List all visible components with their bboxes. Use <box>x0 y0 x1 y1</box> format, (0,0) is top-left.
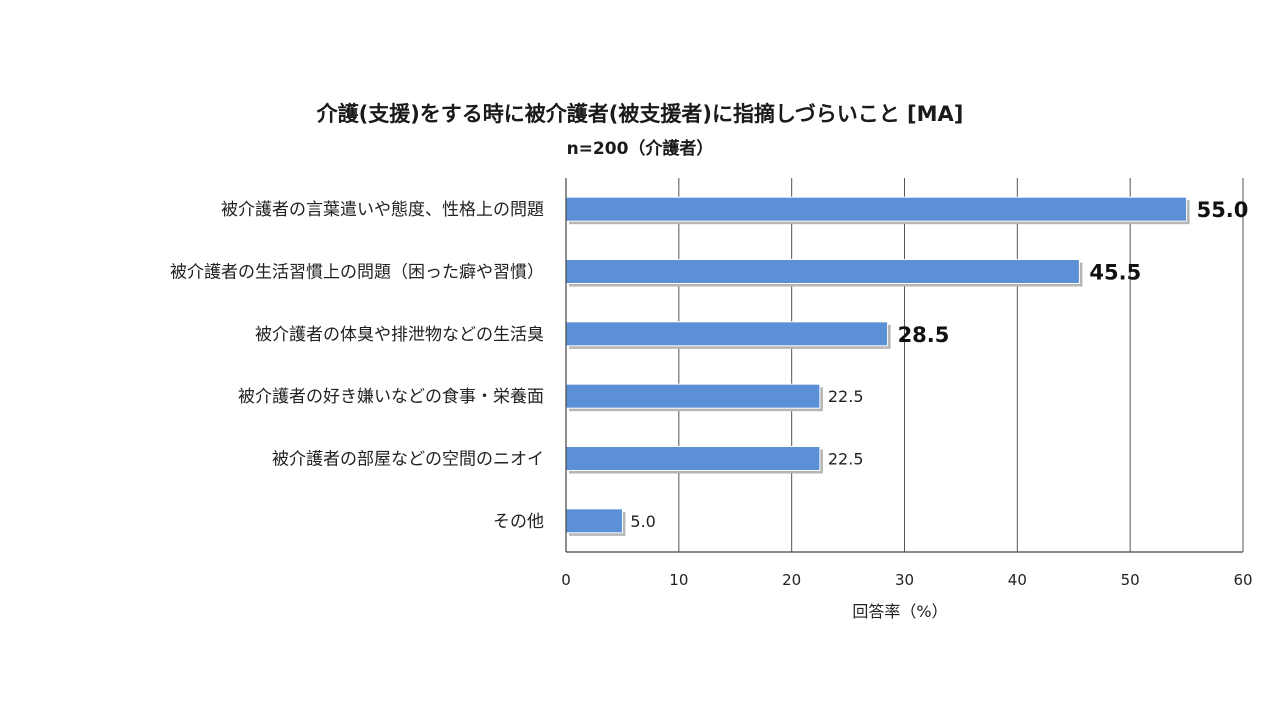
data-label: 22.5 <box>828 387 864 406</box>
bars: 55.0 45.5 28.5 22.5 22.5 5.0 <box>565 196 1249 536</box>
x-tick-label: 10 <box>669 571 688 589</box>
category-label: その他 <box>493 512 544 532</box>
bar <box>565 196 1188 222</box>
category-label: 被介護者の好き嫌いなどの食事・栄養面 <box>238 387 544 407</box>
category-label: 被介護者の生活習慣上の問題（困った癖や習慣） <box>170 263 544 283</box>
bar <box>565 259 1080 284</box>
category-label: 被介護者の体臭や排泄物などの生活臭 <box>255 325 544 345</box>
bar <box>565 508 623 534</box>
x-tick-label: 60 <box>1233 571 1252 589</box>
data-label: 55.0 <box>1197 198 1249 222</box>
data-label: 28.5 <box>898 323 950 347</box>
bar <box>565 446 821 471</box>
x-tick-label: 30 <box>895 571 914 589</box>
x-tick-label: 40 <box>1008 571 1027 589</box>
x-axis-title: 回答率（%） <box>852 602 947 621</box>
axes: 0 10 20 30 40 50 60 被介護者の言葉遣いや態度、性格上の問題被介護者の生活習… <box>170 178 1253 589</box>
x-tick-label: 0 <box>561 571 571 589</box>
chart-subtitle: n=200（介護者） <box>566 139 714 159</box>
bar <box>565 321 889 347</box>
data-label: 5.0 <box>630 512 655 531</box>
x-tick-label: 20 <box>782 571 801 589</box>
grid-lines <box>565 178 1244 552</box>
chart-title: 介護(支援)をする時に被介護者(被支援者)に指摘しづらいこと [MA] <box>316 102 964 126</box>
data-label: 45.5 <box>1089 261 1141 285</box>
category-label: 被介護者の部屋などの空間のニオイ <box>272 450 544 470</box>
x-tick-label: 50 <box>1121 571 1140 589</box>
bar <box>565 383 821 409</box>
category-label: 被介護者の言葉遣いや態度、性格上の問題 <box>221 200 544 220</box>
data-label: 22.5 <box>828 450 864 469</box>
